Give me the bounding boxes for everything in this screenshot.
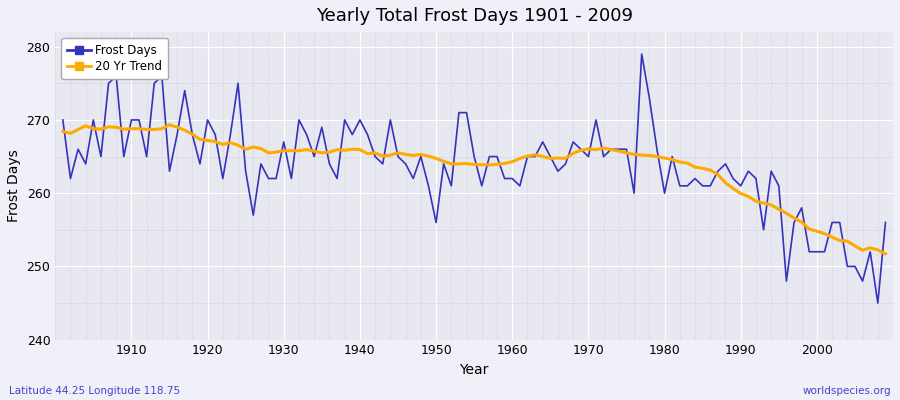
Text: Latitude 44.25 Longitude 118.75: Latitude 44.25 Longitude 118.75 — [9, 386, 180, 396]
Text: worldspecies.org: worldspecies.org — [803, 386, 891, 396]
Title: Yearly Total Frost Days 1901 - 2009: Yearly Total Frost Days 1901 - 2009 — [316, 7, 633, 25]
X-axis label: Year: Year — [460, 363, 489, 377]
Legend: Frost Days, 20 Yr Trend: Frost Days, 20 Yr Trend — [61, 38, 168, 79]
Y-axis label: Frost Days: Frost Days — [7, 150, 21, 222]
